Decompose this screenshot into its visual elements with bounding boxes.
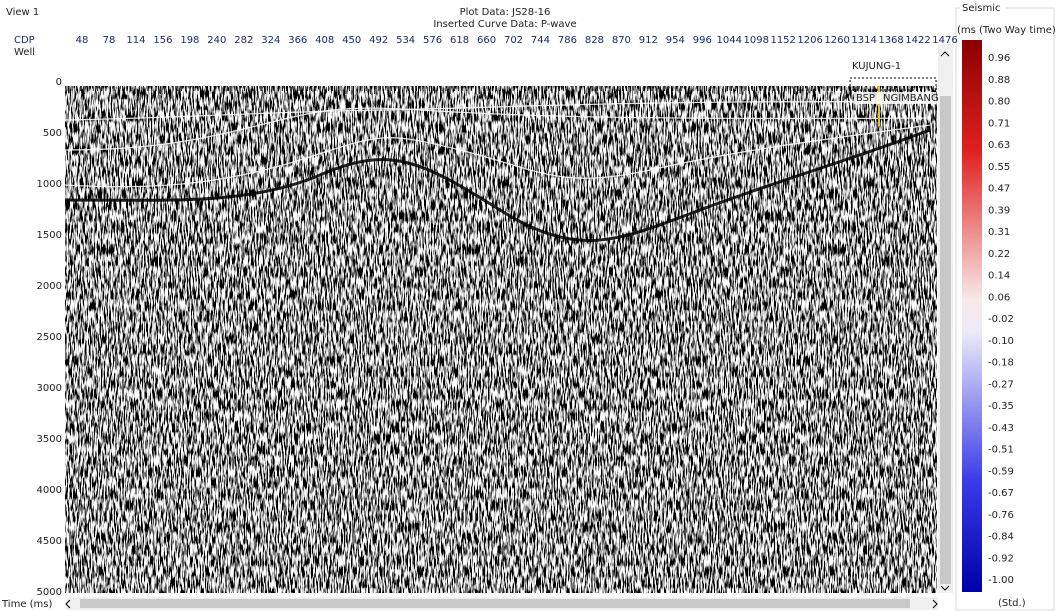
cdp-tick-label: 156 (153, 35, 172, 46)
marker-label: BSP (856, 93, 875, 104)
time-tick-label: 4000 (37, 485, 62, 496)
cdp-tick-label: 282 (234, 35, 253, 46)
colorbar-label: -0.10 (988, 336, 1014, 347)
time-tick-label: 2000 (37, 281, 62, 292)
cdp-tick-label: 114 (126, 35, 145, 46)
colorbar-label: 0.71 (988, 118, 1010, 129)
time-tick-label: 5000 (37, 587, 62, 598)
cdp-tick-label: 408 (315, 35, 334, 46)
cdp-tick-label: 954 (666, 35, 685, 46)
colorbar-label: 0.14 (988, 271, 1010, 282)
cdp-tick-label: 198 (180, 35, 199, 46)
cdp-tick-label: 1098 (743, 35, 768, 46)
colorbar-label: 0.47 (988, 184, 1010, 195)
colorbar-label: 0.88 (988, 75, 1010, 86)
cdp-tick-label: 1476 (932, 35, 957, 46)
cdp-tick-label: 1152 (770, 35, 795, 46)
colorbar-label: 0.63 (988, 140, 1010, 151)
cdp-label: CDP (14, 35, 35, 46)
time-tick-label: 500 (43, 128, 62, 139)
plot-subtitle: Inserted Curve Data: P-wave (433, 19, 576, 30)
colorbar-label: 0.55 (988, 162, 1010, 173)
cdp-tick-label: 534 (396, 35, 415, 46)
colorbar-label: 0.96 (988, 53, 1010, 64)
cdp-tick-label: 324 (261, 35, 280, 46)
cdp-tick-label: 240 (207, 35, 226, 46)
cdp-tick-label: 366 (288, 35, 307, 46)
cdp-tick-label: 1260 (824, 35, 849, 46)
time-tick-label: 0 (56, 77, 62, 88)
colorbar-label: 0.80 (988, 97, 1010, 108)
time-axis-label: Time (ms) (1, 599, 53, 610)
cdp-tick-label: 828 (585, 35, 604, 46)
colorbar-label: -0.76 (988, 510, 1014, 521)
colorbar-group-label: Seismic (962, 3, 1001, 14)
cdp-tick-label: 870 (612, 35, 631, 46)
cdp-tick-label: 618 (450, 35, 469, 46)
plot-title: Plot Data: JS28-16 (460, 7, 551, 18)
time-tick-label: 2500 (37, 332, 62, 343)
cdp-tick-label: 78 (103, 35, 116, 46)
cdp-tick-label: 996 (693, 35, 712, 46)
colorbar-label: -0.27 (988, 379, 1014, 390)
cdp-tick-label: 450 (342, 35, 361, 46)
view-label: View 1 (6, 7, 39, 18)
marker-label: NGIMBANG (883, 93, 939, 104)
cdp-tick-label: 1422 (905, 35, 930, 46)
time-tick-label: 3000 (37, 383, 62, 394)
cdp-tick-label: 1206 (797, 35, 822, 46)
colorbar-unit: (ms (Two Way time) (957, 25, 1056, 36)
vertical-thumb[interactable] (940, 96, 951, 584)
cdp-tick-label: 744 (531, 35, 550, 46)
colorbar-label: -0.35 (988, 401, 1014, 412)
colorbar-label: 0.06 (988, 292, 1010, 303)
colorbar-label: -0.18 (988, 358, 1014, 369)
colorbar-label: -0.92 (988, 553, 1014, 564)
well-name: KUJUNG-1 (852, 61, 901, 72)
colorbar (962, 40, 982, 592)
time-tick-label: 3500 (37, 434, 62, 445)
cdp-tick-label: 702 (504, 35, 523, 46)
colorbar-label: -0.84 (988, 532, 1014, 543)
colorbar-label: -0.67 (988, 488, 1014, 499)
cdp-tick-label: 48 (76, 35, 89, 46)
colorbar-label: 0.39 (988, 205, 1010, 216)
cdp-tick-label: 576 (423, 35, 442, 46)
colorbar-label: -0.43 (988, 423, 1014, 434)
colorbar-label: -0.59 (988, 466, 1014, 477)
cdp-tick-label: 786 (558, 35, 577, 46)
cdp-tick-label: 492 (369, 35, 388, 46)
time-tick-label: 1000 (37, 179, 62, 190)
cdp-tick-label: 1044 (717, 35, 742, 46)
colorbar-footer: (Std.) (998, 598, 1026, 609)
colorbar-label: -0.02 (988, 314, 1014, 325)
colorbar-label: -0.51 (988, 445, 1014, 456)
time-tick-label: 1500 (37, 230, 62, 241)
seismic-viewer: View 1 Plot Data: JS28-16 Inserted Curve… (0, 0, 1056, 612)
colorbar-label: -1.00 (988, 575, 1014, 586)
well-label: Well (14, 47, 35, 58)
cdp-tick-label: 1314 (851, 35, 876, 46)
colorbar-label: 0.31 (988, 227, 1010, 238)
horizontal-thumb[interactable] (80, 599, 910, 608)
cdp-tick-label: 1368 (878, 35, 903, 46)
cdp-tick-label: 660 (477, 35, 496, 46)
time-tick-label: 4500 (37, 536, 62, 547)
colorbar-label: 0.22 (988, 249, 1010, 260)
cdp-tick-label: 912 (639, 35, 658, 46)
